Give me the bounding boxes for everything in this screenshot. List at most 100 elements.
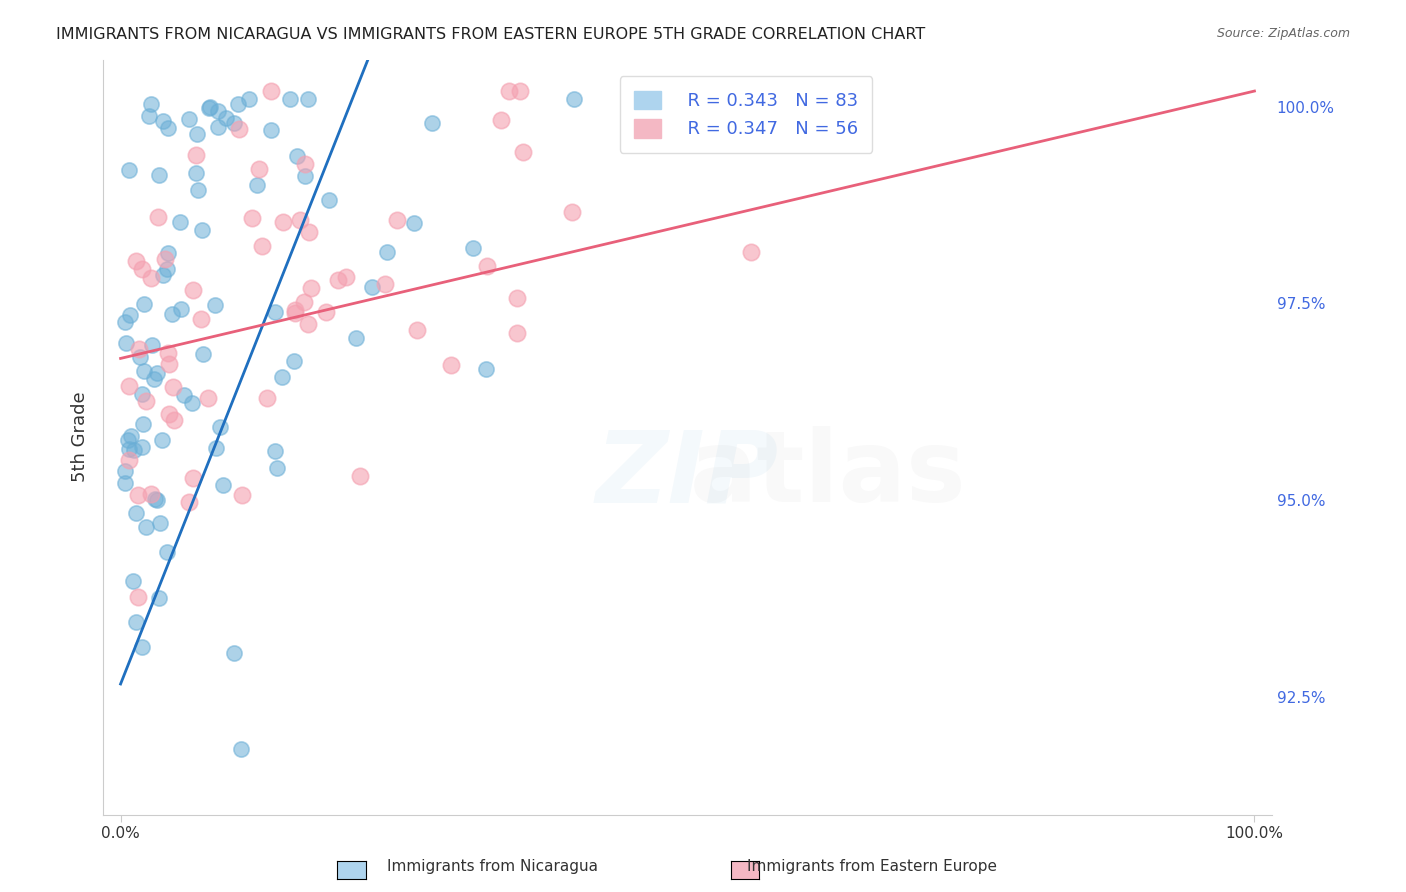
Point [138,109,160,123]
Point [152,268,174,283]
Point [198,100,221,114]
Point [132,417,155,431]
Point [153,252,176,266]
Point [131,640,153,655]
Point [157,357,180,371]
Point [145,366,167,380]
Point [118,453,141,467]
Point [264,304,287,318]
Point [283,354,305,368]
Point [132,364,155,378]
Point [294,169,316,184]
Point [278,92,301,106]
Point [148,591,170,606]
Point [125,253,148,268]
Point [208,419,231,434]
Point [299,281,322,295]
Point [149,516,172,530]
Point [128,343,150,357]
Point [186,166,208,180]
Point [260,122,283,136]
Point [224,646,246,660]
Text: Immigrants from Eastern Europe: Immigrants from Eastern Europe [747,859,997,874]
Point [463,241,485,255]
Y-axis label: 5th Grade: 5th Grade [72,392,89,483]
Point [292,294,315,309]
Point [179,494,201,508]
Point [183,471,205,485]
Point [561,205,583,219]
Point [169,215,191,229]
Point [271,215,294,229]
Point [186,127,208,141]
Point [156,121,179,136]
Point [131,262,153,277]
Point [157,407,180,421]
Text: ZIP: ZIP [596,426,779,524]
Point [152,114,174,128]
Point [205,441,228,455]
Point [283,302,305,317]
Point [318,193,340,207]
Point [259,84,281,98]
Point [204,298,226,312]
Point [270,369,292,384]
Point [181,395,204,409]
Point [170,301,193,316]
Point [118,163,141,178]
Point [162,380,184,394]
Point [250,239,273,253]
Point [335,270,357,285]
Point [184,148,207,162]
Text: IMMIGRANTS FROM NICARAGUA VS IMMIGRANTS FROM EASTERN EUROPE 5TH GRADE CORRELATIO: IMMIGRANTS FROM NICARAGUA VS IMMIGRANTS … [56,27,925,42]
Point [404,216,426,230]
Point [264,444,287,458]
Point [506,292,529,306]
Point [197,102,219,116]
Point [226,96,249,111]
Point [177,112,200,127]
Point [135,520,157,534]
Point [163,413,186,427]
Point [118,379,141,393]
Point [240,211,263,225]
Point [297,318,319,332]
Point [231,741,253,756]
Point [150,433,173,447]
Point [211,477,233,491]
Point [360,280,382,294]
Text: atlas: atlas [689,426,966,524]
Point [231,488,253,502]
Point [297,92,319,106]
Point [246,178,269,193]
Legend:   R = 0.343   N = 83,   R = 0.347   N = 56: R = 0.343 N = 83, R = 0.347 N = 56 [620,76,872,153]
Point [298,225,321,239]
Point [315,304,337,318]
Point [207,120,229,135]
Point [131,386,153,401]
Point [148,168,170,182]
Point [156,261,179,276]
Point [132,297,155,311]
Point [197,391,219,405]
Point [326,273,349,287]
Point [190,312,212,326]
Point [349,469,371,483]
Point [374,277,396,291]
Point [135,394,157,409]
Point [740,245,762,260]
Point [141,270,163,285]
Point [475,259,498,273]
Point [141,338,163,352]
Point [215,112,238,126]
Point [385,213,408,227]
Point [181,283,204,297]
Point [193,347,215,361]
Point [187,183,209,197]
Point [156,346,179,360]
Point [562,92,585,106]
Point [266,461,288,475]
Point [120,428,142,442]
Point [125,506,148,520]
Point [117,434,139,448]
